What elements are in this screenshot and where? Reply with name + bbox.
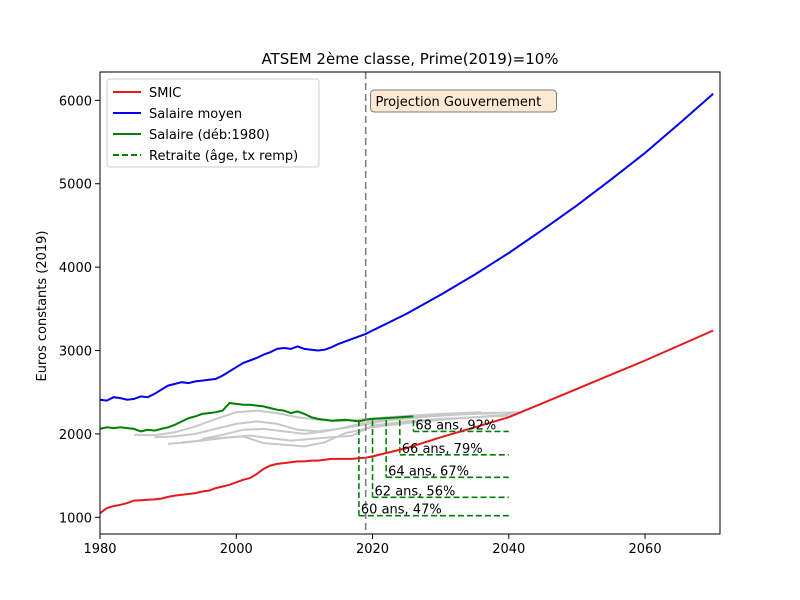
chart-title: ATSEM 2ème classe, Prime(2019)=10% <box>261 50 558 68</box>
legend-label-0: SMIC <box>149 86 181 101</box>
plot-area: 60 ans, 47% 62 ans, 56% 64 ans, 67% 66 ans,… <box>100 72 714 534</box>
projection-box <box>370 89 558 113</box>
retirement-label-1: 62 ans, 56% <box>375 484 456 499</box>
retirement-label-0: 60 ans, 47% <box>361 503 442 518</box>
series-line-2 <box>100 402 414 433</box>
legend: SMIC Salaire moyen Salaire (déb:1980) Retra… <box>106 78 320 168</box>
x-tick-label-4: 2060 <box>629 542 662 557</box>
y-tick-label-5: 6000 <box>59 94 92 109</box>
retirement-label-4: 68 ans, 92% <box>415 418 496 433</box>
background-curve-3 <box>181 412 516 448</box>
axes-frame <box>99 71 721 535</box>
background-curve-4 <box>202 411 523 440</box>
retirement-label-2: 64 ans, 67% <box>388 464 469 479</box>
retirement-label-3: 66 ans, 79% <box>402 442 483 457</box>
y-axis-label: Euros constants (2019) <box>35 230 50 381</box>
y-tick-label-4: 5000 <box>59 178 92 193</box>
y-tick-label-3: 4000 <box>59 261 92 276</box>
y-tick-label-0: 1000 <box>59 511 92 526</box>
legend-label-1: Salaire moyen <box>149 107 242 122</box>
x-tick-label-2: 2020 <box>356 542 389 557</box>
x-tick-label-1: 2000 <box>220 542 253 557</box>
series-line-0 <box>100 329 714 514</box>
plot-content <box>100 72 714 534</box>
x-tick-label-3: 2040 <box>492 542 525 557</box>
x-tick-label-0: 1980 <box>83 542 116 557</box>
legend-label-2: Salaire (déb:1980) <box>149 128 270 143</box>
y-tick-label-1: 2000 <box>59 428 92 443</box>
axes: 1980 2000 2020 2040 2060 1000 2000 3000 4000 5000… <box>59 71 721 557</box>
projection-label: Projection Gouvernement <box>376 95 542 110</box>
series-line-1 <box>100 92 714 402</box>
legend-box <box>106 78 320 168</box>
y-tick-label-2: 3000 <box>59 345 92 360</box>
legend-label-3: Retraite (âge, tx remp) <box>149 149 298 164</box>
